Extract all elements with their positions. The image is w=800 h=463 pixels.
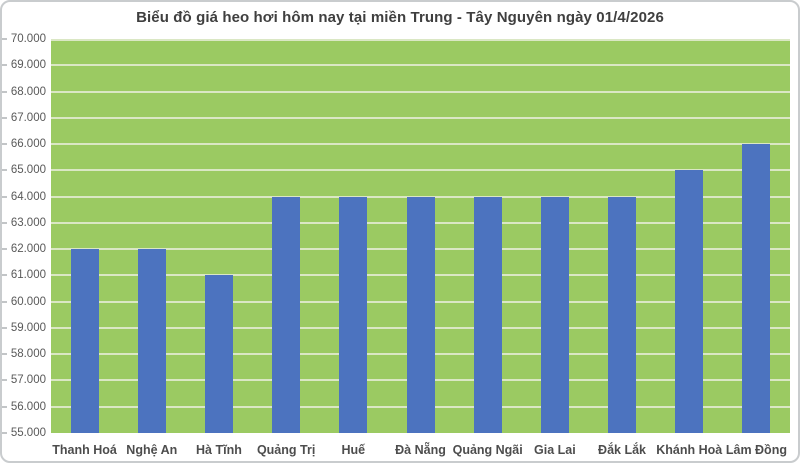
- bar: [541, 197, 569, 433]
- axis-tick-mark: [2, 90, 7, 93]
- x-tick-label: Lâm Đồng: [725, 443, 787, 457]
- axis-tick-mark: [2, 64, 7, 67]
- y-tick-label: 57.000: [10, 374, 46, 387]
- x-tick-label: Đà Nẵng: [395, 443, 446, 457]
- axis-tick-mark: [2, 195, 7, 198]
- bar: [71, 249, 99, 433]
- bar: [675, 170, 703, 433]
- x-tick-label: Quảng Trị: [256, 443, 316, 457]
- y-tick-label: 62.000: [10, 243, 46, 256]
- y-tick-label: 56.000: [10, 400, 46, 413]
- gridline: [51, 64, 790, 67]
- axis-tick-mark: [2, 432, 7, 434]
- axis-tick-mark: [2, 326, 7, 329]
- y-tick-label: 60.000: [10, 295, 46, 308]
- x-tick-label: Khánh Hoà: [656, 443, 723, 457]
- bar: [474, 197, 502, 433]
- axis-tick-mark: [2, 169, 7, 172]
- bar: [272, 197, 300, 433]
- axis-tick-mark: [2, 353, 7, 356]
- bar: [608, 197, 636, 433]
- bar: [339, 197, 367, 433]
- y-tick-label: 63.000: [10, 216, 46, 229]
- gridline: [51, 143, 790, 146]
- x-tick-label: Nghệ An: [126, 443, 178, 457]
- bar: [407, 197, 435, 433]
- gridline: [51, 169, 790, 172]
- chart-title: Biểu đồ giá heo hơi hôm nay tại miền Tru…: [136, 9, 664, 26]
- axis-tick-mark: [2, 143, 7, 146]
- axis-tick-mark: [2, 221, 7, 224]
- x-tick-label: Huế: [341, 443, 366, 457]
- axis-tick-mark: [2, 379, 7, 382]
- y-tick-label: 65.000: [10, 164, 46, 177]
- gridline: [51, 195, 790, 198]
- y-tick-label: 61.000: [10, 269, 46, 282]
- y-tick-label: 64.000: [10, 190, 46, 203]
- y-tick-label: 58.000: [10, 348, 46, 361]
- gridline: [51, 116, 790, 119]
- gridline: [51, 90, 790, 93]
- axis-tick-mark: [2, 405, 7, 408]
- y-tick-label: 67.000: [10, 111, 46, 124]
- x-tick-label: Thanh Hoá: [52, 443, 117, 457]
- axis-tick-mark: [2, 300, 7, 303]
- y-tick-label: 69.000: [10, 59, 46, 72]
- bar: [205, 275, 233, 433]
- axis-tick-mark: [2, 274, 7, 277]
- gridline: [51, 39, 790, 41]
- axis-tick-mark: [2, 38, 7, 40]
- y-tick-label: 70.000: [10, 33, 46, 45]
- x-tick-label: Đắk Lắk: [598, 443, 647, 457]
- x-tick-label: Hà Tĩnh: [196, 443, 242, 457]
- y-tick-label: 66.000: [10, 138, 46, 151]
- y-tick-label: 59.000: [10, 321, 46, 334]
- x-tick-label: Quảng Ngãi: [452, 443, 523, 457]
- y-tick-label: 55.000: [10, 427, 46, 439]
- y-tick-label: 68.000: [10, 85, 46, 98]
- axis-tick-mark: [2, 116, 7, 119]
- bar: [742, 144, 770, 433]
- bar: [138, 249, 166, 433]
- x-tick-label: Gia Lai: [534, 443, 576, 457]
- plot-area: [51, 39, 790, 433]
- axis-tick-mark: [2, 248, 7, 251]
